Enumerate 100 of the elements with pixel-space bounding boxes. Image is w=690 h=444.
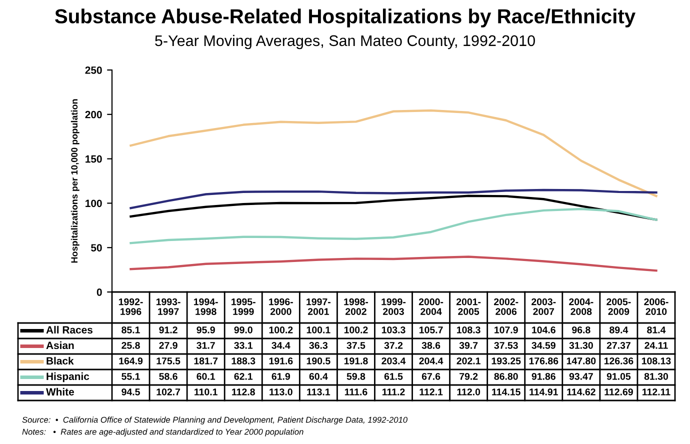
source-note: Source: • California Office of Statewide Planning and Development, Patient Discharge Data, 1992-2010 xyxy=(22,416,408,424)
x-tick-label: 2000-2004 xyxy=(418,298,444,315)
data-label: 181.7 xyxy=(194,357,218,364)
data-label: 86.80 xyxy=(494,372,518,380)
data-label: 191.6 xyxy=(269,357,293,364)
data-label: 112.1 xyxy=(420,388,443,396)
data-label: 114.91 xyxy=(530,388,558,396)
y-tick-label: 250 xyxy=(85,66,102,74)
x-tick-label: 2003-2007 xyxy=(532,298,556,315)
data-label: 107.9 xyxy=(494,326,518,334)
data-label: 191.8 xyxy=(344,357,368,364)
data-label: 112.69 xyxy=(604,388,633,396)
data-label: 175.5 xyxy=(156,358,180,364)
data-label: 37.5 xyxy=(346,342,366,349)
data-label: 31.30 xyxy=(569,342,593,349)
data-label: 37.53 xyxy=(494,342,518,349)
data-label: 89.4 xyxy=(610,326,628,334)
data-label: 112.11 xyxy=(642,388,670,396)
chart-subtitle: 5-Year Moving Averages, San Mateo County, 1992-2010 xyxy=(155,34,535,50)
data-label: 94.5 xyxy=(122,388,140,396)
data-label: 204.4 xyxy=(419,357,444,364)
data-label: 62.1 xyxy=(234,372,253,380)
x-tick-label: 1996-2000 xyxy=(269,298,293,315)
data-label: 164.9 xyxy=(119,357,143,364)
legend-label: White xyxy=(46,388,74,396)
data-label: 24.11 xyxy=(644,342,668,349)
x-tick-label: 1992-1996 xyxy=(118,298,143,315)
data-label: 34.4 xyxy=(272,342,290,349)
data-label: 103.3 xyxy=(382,326,406,334)
data-label: 55.1 xyxy=(122,373,140,380)
data-label: 104.6 xyxy=(532,326,556,334)
line-series xyxy=(130,109,658,198)
data-label: 79.2 xyxy=(460,372,478,380)
data-label: 67.6 xyxy=(422,372,440,380)
data-label: 81.30 xyxy=(644,372,668,380)
data-label: 102.7 xyxy=(156,388,180,396)
data-label: 39.7 xyxy=(459,342,478,349)
data-label: 58.6 xyxy=(159,372,178,380)
x-tick-label: 1994-1998 xyxy=(194,298,218,315)
data-label: 61.5 xyxy=(384,372,403,380)
x-tick-label: 2005-2009 xyxy=(606,298,631,315)
data-label: 114.15 xyxy=(492,388,520,396)
data-label: 147.80 xyxy=(566,357,596,364)
data-label: 112.8 xyxy=(232,388,255,396)
x-tick-label: 1998-2002 xyxy=(344,298,368,315)
data-label: 99.0 xyxy=(234,326,252,334)
data-label: 85.1 xyxy=(122,326,140,334)
y-tick-label: 50 xyxy=(91,244,102,252)
x-tick-label: 1995-1999 xyxy=(232,298,256,315)
text: Notes: • Rates are age-adjusted and standardized to Year 2000 population xyxy=(22,428,304,436)
legend-label: All Races xyxy=(46,326,92,334)
x-tick-label: 1999-2003 xyxy=(382,298,406,316)
x-tick-label: 2004-2008 xyxy=(569,298,594,315)
data-label: 27.37 xyxy=(606,342,630,349)
data-label: 96.8 xyxy=(572,326,590,334)
legend-label: Hispanic xyxy=(46,372,90,382)
data-label: 81.4 xyxy=(647,326,666,334)
data-label: 111.6 xyxy=(344,388,368,396)
data-label: 114.62 xyxy=(567,388,596,396)
data-label: 36.3 xyxy=(309,342,328,349)
data-label: 91.86 xyxy=(532,372,556,380)
data-label: 93.47 xyxy=(569,372,593,380)
data-label: 31.7 xyxy=(196,342,215,349)
y-tick-label: 150 xyxy=(86,155,102,163)
x-tick-label: 1997-2001 xyxy=(306,298,330,315)
x-tick-label: 2001-2005 xyxy=(456,298,481,315)
data-label: 203.4 xyxy=(382,357,406,364)
data-label: 112.0 xyxy=(457,388,480,396)
data-label: 34.59 xyxy=(532,342,556,349)
data-label: 190.5 xyxy=(306,357,330,364)
line-series xyxy=(130,208,658,244)
x-tick-label: 2006-2010 xyxy=(644,298,668,315)
data-label: 188.3 xyxy=(232,357,256,364)
data-label: 100.2 xyxy=(344,326,368,334)
data-label: 202.1 xyxy=(456,357,480,364)
data-label: 176.86 xyxy=(529,357,558,364)
data-label: 38.6 xyxy=(422,342,440,349)
data-label: 61.9 xyxy=(272,372,290,380)
data-label: 100.1 xyxy=(306,326,330,334)
x-tick-label: 2002-2006 xyxy=(494,298,518,315)
legend-label: Asian xyxy=(46,341,74,350)
data-label: 91.05 xyxy=(606,372,631,380)
line-series xyxy=(130,194,658,221)
data-label: 91.2 xyxy=(159,326,178,334)
chart-title: Substance Abuse-Related Hospitalizations by Race/Ethnicity xyxy=(55,8,636,28)
data-label: 111.2 xyxy=(382,388,405,396)
data-label: 60.1 xyxy=(196,372,216,380)
data-label: 33.1 xyxy=(234,342,253,349)
data-label: 27.9 xyxy=(159,342,178,349)
data-label: 108.3 xyxy=(457,326,480,334)
x-tick-label: 1993-1997 xyxy=(156,298,180,315)
data-label: 126.36 xyxy=(604,357,634,364)
y-tick-label: 0 xyxy=(96,288,102,296)
y-tick-label: 200 xyxy=(85,110,102,118)
data-label: 113.1 xyxy=(307,388,330,396)
legend-label: Black xyxy=(46,356,74,365)
data-label: 108.13 xyxy=(642,357,671,364)
data-label: 105.7 xyxy=(419,326,443,334)
line-series xyxy=(130,188,658,210)
y-tick-label: 100 xyxy=(86,200,102,208)
